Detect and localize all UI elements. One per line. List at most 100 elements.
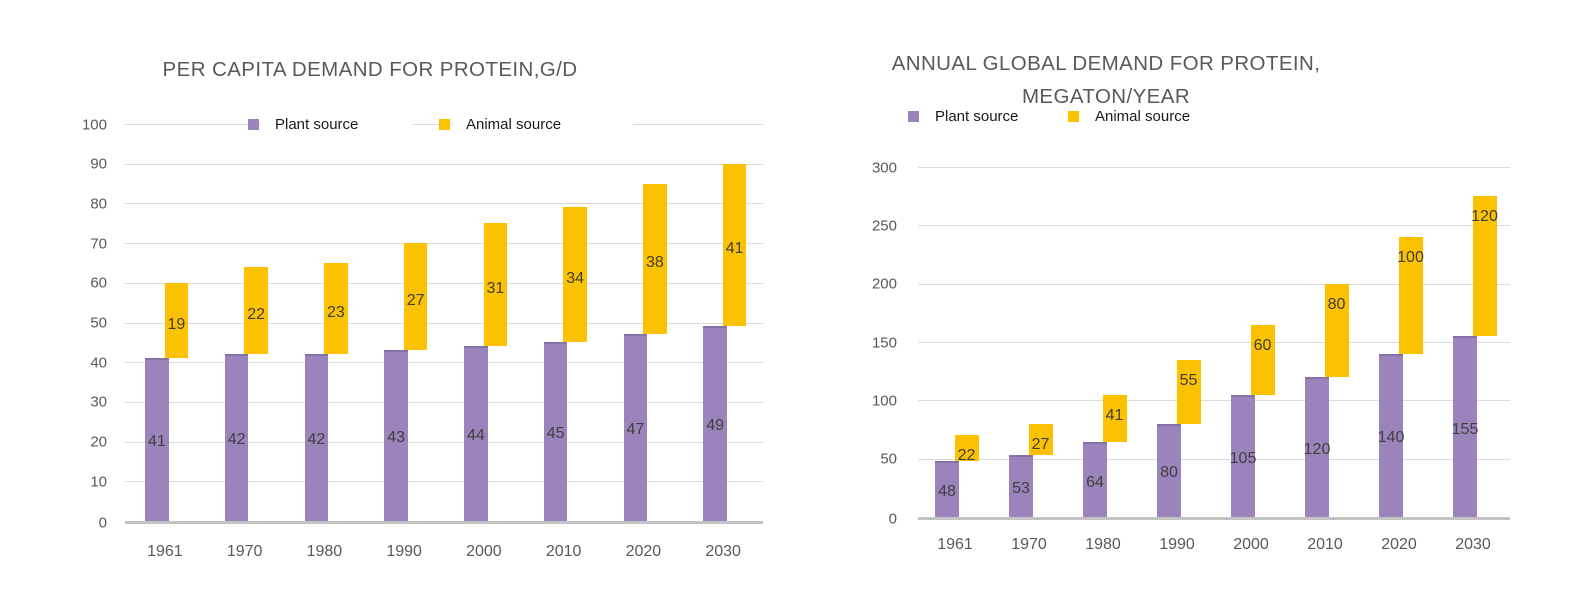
data-label-animal-2030: 41 xyxy=(725,240,744,258)
gridline-10 xyxy=(125,481,763,483)
bar-plant-1961 xyxy=(935,461,959,517)
bar-animal-1970 xyxy=(1028,423,1053,456)
x-tick-label-1961: 1961 xyxy=(937,536,973,553)
bar-animal-2010 xyxy=(563,207,587,343)
bar-plant-2020 xyxy=(623,334,648,521)
y-tick-label-80: 80 xyxy=(90,195,107,213)
gridline-60 xyxy=(125,282,763,284)
y-tick-label-0: 0 xyxy=(98,514,107,531)
gridline-50 xyxy=(918,458,1510,460)
gridline-40 xyxy=(125,362,763,364)
legend-entry-plant-source: Plant source xyxy=(908,103,1029,129)
bar-animal-1970 xyxy=(244,266,268,355)
chart-title-line-2: MEGATON/YEAR xyxy=(1021,85,1191,108)
legend-label-animal-source: Animal source xyxy=(452,111,634,137)
y-tick-label-0: 0 xyxy=(888,510,897,527)
bar-plant-1961 xyxy=(145,358,169,521)
x-tick-label-2020: 2020 xyxy=(1381,536,1417,553)
y-tick-label-20: 20 xyxy=(90,433,107,451)
data-label-plant-2000: 105 xyxy=(1229,449,1257,467)
bar-plant-2010 xyxy=(1305,377,1329,517)
data-label-plant-1980: 42 xyxy=(307,430,326,448)
y-tick-label-10: 10 xyxy=(90,473,107,491)
x-tick-label-1990: 1990 xyxy=(1159,536,1195,553)
data-label-animal-2010: 80 xyxy=(1327,295,1346,313)
data-label-plant-2030: 155 xyxy=(1451,420,1479,438)
gridline-200 xyxy=(918,283,1510,285)
gridline-100 xyxy=(918,400,1510,402)
x-tick-label-2030: 2030 xyxy=(705,543,741,560)
data-label-animal-1970: 22 xyxy=(247,305,266,323)
y-tick-label-250: 250 xyxy=(871,217,897,235)
y-tick-label-60: 60 xyxy=(90,274,107,292)
y-tick-label-150: 150 xyxy=(871,334,897,351)
y-tick-label-50: 50 xyxy=(880,450,897,468)
bar-plant-1970 xyxy=(1009,455,1033,517)
data-label-animal-2020: 100 xyxy=(1397,249,1424,266)
data-label-plant-1961: 48 xyxy=(938,483,956,500)
x-tick-label-1980: 1980 xyxy=(306,543,343,560)
data-label-animal-1990: 27 xyxy=(406,291,425,309)
x-tick-label-2020: 2020 xyxy=(625,543,662,560)
gridline-50 xyxy=(125,322,763,324)
x-axis-line xyxy=(918,517,1510,520)
bar-animal-2030 xyxy=(1472,196,1497,337)
bar-animal-1980 xyxy=(1102,394,1127,443)
bar-plant-1990 xyxy=(1157,423,1181,517)
bar-animal-2020 xyxy=(643,183,667,335)
gridline-70 xyxy=(125,243,763,245)
y-tick-label-100: 100 xyxy=(871,392,897,410)
bar-animal-1990 xyxy=(403,243,428,351)
data-label-animal-1970: 27 xyxy=(1031,435,1050,453)
x-tick-label-2010: 2010 xyxy=(545,543,582,560)
chart-title-annual-global: ANNUAL GLOBAL DEMAND FOR PROTEIN, MEGATO… xyxy=(796,47,1416,113)
bar-animal-2030 xyxy=(722,163,747,327)
data-label-animal-1980: 23 xyxy=(326,303,345,321)
bar-plant-2030 xyxy=(703,326,727,521)
data-label-plant-1961: 41 xyxy=(147,432,166,450)
data-label-plant-2030: 49 xyxy=(706,416,725,434)
x-tick-label-2000: 2000 xyxy=(466,543,502,560)
y-tick-label-30: 30 xyxy=(90,393,107,411)
y-tick-label-90: 90 xyxy=(90,155,107,173)
y-tick-label-300: 300 xyxy=(871,159,897,176)
chart-title-line: PER CAPITA DEMAND FOR PROTEIN,G/D xyxy=(162,58,578,81)
chart-title-per-capita: PER CAPITA DEMAND FOR PROTEIN,G/D xyxy=(60,53,680,86)
y-tick-label-100: 100 xyxy=(81,116,107,133)
data-label-plant-1970: 53 xyxy=(1012,480,1030,498)
data-label-animal-2010: 34 xyxy=(566,269,585,287)
y-tick-label-50: 50 xyxy=(90,314,107,332)
bar-plant-1980 xyxy=(1083,442,1107,517)
data-label-animal-1990: 55 xyxy=(1179,371,1198,389)
bar-animal-2020 xyxy=(1398,237,1423,354)
gridline-300 xyxy=(918,167,1510,168)
y-tick-label-200: 200 xyxy=(871,275,897,293)
bar-animal-1961 xyxy=(954,435,979,461)
bar-plant-2000 xyxy=(464,346,488,521)
x-tick-label-1961: 1961 xyxy=(147,543,183,560)
data-label-plant-1980: 64 xyxy=(1086,473,1104,491)
data-label-plant-2020: 47 xyxy=(626,420,645,438)
data-label-animal-1961: 22 xyxy=(957,447,976,465)
y-tick-label-40: 40 xyxy=(90,354,107,372)
x-tick-label-2030: 2030 xyxy=(1455,536,1491,553)
gridline-80 xyxy=(125,203,763,205)
data-label-animal-2030: 120 xyxy=(1471,208,1498,226)
animal-source-swatch-icon xyxy=(1068,110,1079,122)
bar-plant-2020 xyxy=(1379,353,1403,517)
bar-plant-2010 xyxy=(543,342,568,521)
x-axis-line xyxy=(125,521,763,524)
plant-source-swatch-icon xyxy=(908,110,919,122)
bar-animal-2000 xyxy=(483,223,508,347)
data-label-plant-1990: 80 xyxy=(1160,464,1178,482)
gridline-250 xyxy=(918,225,1510,227)
data-label-animal-1980: 41 xyxy=(1105,406,1124,424)
legend-entry-animal-source: Animal source xyxy=(1068,103,1201,129)
data-label-plant-2010: 45 xyxy=(546,424,565,442)
gridline-90 xyxy=(125,163,763,165)
data-label-animal-2020: 38 xyxy=(645,253,664,271)
bar-animal-1990 xyxy=(1176,359,1201,424)
y-tick-label-70: 70 xyxy=(90,235,107,253)
legend-entry-plant-source: Plant source xyxy=(248,111,413,137)
